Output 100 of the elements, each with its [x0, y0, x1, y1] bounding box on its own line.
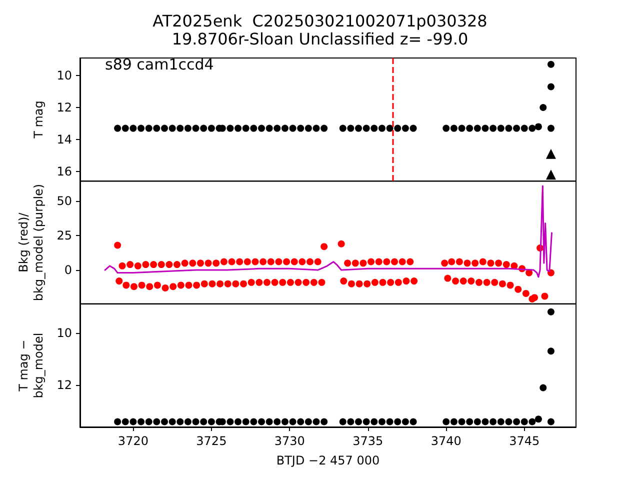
x-tick-label: 3745	[509, 434, 540, 448]
point	[312, 124, 320, 132]
point	[153, 418, 160, 426]
point	[161, 418, 168, 426]
y-tick-label: 10	[56, 326, 72, 340]
point	[138, 418, 145, 426]
point	[528, 418, 536, 426]
point	[378, 418, 386, 426]
point	[466, 124, 474, 132]
point	[192, 418, 200, 426]
point	[410, 124, 417, 132]
point	[281, 418, 288, 426]
point	[200, 418, 208, 426]
point	[540, 104, 547, 112]
point	[370, 124, 378, 132]
point	[281, 124, 288, 132]
point	[153, 124, 160, 132]
point	[250, 124, 258, 132]
point	[378, 124, 386, 132]
y-tick-label: 25	[56, 228, 72, 243]
point	[145, 418, 152, 426]
point	[242, 418, 250, 426]
point	[497, 418, 504, 426]
point	[490, 418, 497, 426]
point	[347, 418, 354, 426]
point	[394, 418, 402, 426]
point	[402, 124, 409, 132]
point	[176, 124, 184, 132]
point	[289, 124, 296, 132]
point	[274, 418, 281, 426]
point	[176, 418, 184, 426]
x-tick-label: 3725	[196, 434, 227, 448]
point	[320, 124, 328, 132]
point	[258, 418, 265, 426]
x-tick-label: 3730	[274, 434, 305, 448]
point	[304, 124, 312, 132]
point	[208, 418, 215, 426]
point	[184, 124, 192, 132]
y-axis-title: T mag − bkg_model	[16, 332, 46, 398]
y-axis-title: Bkg (red)/ bkg_model (purple)	[16, 184, 46, 302]
point	[370, 418, 378, 426]
point	[505, 418, 512, 426]
x-tick-label: 3735	[352, 434, 384, 448]
x-tick-label: 3720	[118, 434, 148, 448]
point	[547, 83, 554, 90]
point	[386, 418, 394, 426]
point	[266, 418, 273, 426]
point	[482, 124, 489, 132]
point	[546, 148, 556, 159]
point	[520, 124, 528, 132]
point	[546, 170, 556, 180]
point	[534, 123, 542, 130]
point	[138, 124, 145, 132]
point	[547, 348, 554, 355]
point	[200, 124, 208, 132]
point	[168, 124, 176, 132]
point	[513, 124, 520, 132]
point	[168, 418, 176, 426]
point	[402, 418, 409, 426]
point	[304, 418, 312, 426]
x-axis-title: BTJD −2 457 000	[276, 454, 380, 468]
point	[320, 418, 328, 426]
x-tick-label: 3740	[430, 434, 462, 448]
point	[258, 124, 265, 132]
point	[362, 124, 370, 132]
point	[226, 418, 234, 426]
annotation: s89 cam1ccd4	[105, 56, 214, 74]
point	[114, 124, 122, 132]
point	[130, 418, 137, 426]
point	[242, 124, 250, 132]
point	[250, 418, 258, 426]
point	[474, 418, 481, 426]
point	[482, 418, 489, 426]
point	[266, 124, 273, 132]
point	[520, 418, 528, 426]
point	[355, 124, 362, 132]
point	[547, 124, 554, 132]
y-tick-label: 50	[56, 194, 72, 208]
point	[114, 418, 122, 426]
point	[297, 418, 304, 426]
y-tick-label: 14	[56, 132, 72, 146]
point	[547, 60, 554, 68]
point	[547, 418, 554, 426]
chart-subtitle: 19.8706r-Sloan Unclassified z= -99.0	[172, 30, 468, 48]
point	[122, 124, 129, 132]
y-tick-label: 12	[56, 378, 72, 392]
y-tick-label: 10	[56, 68, 72, 83]
point	[130, 124, 137, 132]
y-tick-label: 16	[56, 164, 72, 178]
point	[497, 124, 504, 132]
point	[442, 124, 450, 132]
point	[274, 124, 281, 132]
point	[442, 418, 450, 426]
point	[347, 124, 354, 132]
point	[339, 124, 346, 132]
point	[234, 124, 242, 132]
point	[226, 124, 234, 132]
point	[513, 418, 520, 426]
point	[145, 124, 152, 132]
point	[297, 124, 304, 132]
